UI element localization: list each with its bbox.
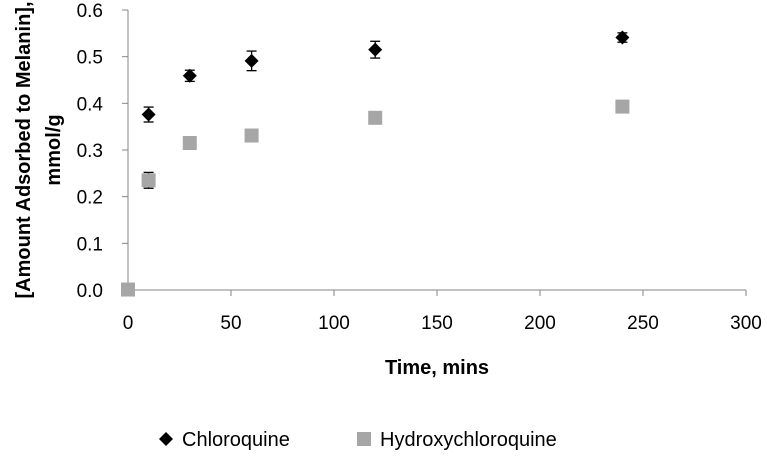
square-icon xyxy=(357,432,371,446)
data-point-hydroxychloroquine xyxy=(368,110,383,125)
legend-item-chloroquine: Chloroquine xyxy=(159,429,290,451)
y-tick-label: 0.6 xyxy=(77,1,103,22)
x-axis-title: Time, mins xyxy=(385,357,489,379)
legend-label-hydroxychloroquine: Hydroxychloroquine xyxy=(380,429,557,451)
data-point-hydroxychloroquine xyxy=(182,136,197,150)
x-tick-label: 250 xyxy=(627,313,659,334)
y-tick-label: 0.2 xyxy=(77,188,103,209)
data-marks xyxy=(121,30,630,297)
x-tick-label: 150 xyxy=(421,313,453,334)
data-point-hydroxychloroquine xyxy=(615,99,630,114)
y-tick-label: 0.5 xyxy=(77,48,103,69)
x-tick-label: 300 xyxy=(730,313,762,334)
x-tick-label: 100 xyxy=(318,313,350,334)
y-axis-title-line-2: mmol/g xyxy=(43,114,65,185)
y-tick-label: 0.3 xyxy=(77,141,103,162)
data-point-chloroquine xyxy=(615,30,630,45)
data-point-hydroxychloroquine xyxy=(121,282,135,297)
y-tick-label: 0.0 xyxy=(77,281,103,302)
data-point-chloroquine xyxy=(141,107,156,122)
legend-item-hydroxychloroquine: Hydroxychloroquine xyxy=(357,429,557,451)
legend: Chloroquine Hydroxychloroquine xyxy=(159,429,557,451)
data-point-chloroquine xyxy=(368,42,383,57)
plot-area: 0 50 100 150 200 250 300 0.0 0.1 0.2 0.3 0.4 0.5 0.6 xyxy=(77,1,762,334)
y-axis-title: [Amount Adsorbed to Melanin], mmol/g xyxy=(13,1,65,298)
legend-label-chloroquine: Chloroquine xyxy=(182,429,290,451)
x-tick-label: 200 xyxy=(524,313,556,334)
diamond-icon xyxy=(159,432,173,446)
series-chloroquine xyxy=(141,30,630,123)
y-tick-label: 0.4 xyxy=(77,94,104,115)
series-hydroxychloroquine xyxy=(121,99,630,297)
y-tick-label: 0.1 xyxy=(77,234,103,255)
y-axis-title-line-1: [Amount Adsorbed to Melanin], xyxy=(13,1,35,298)
x-tick-label: 50 xyxy=(220,313,241,334)
y-ticks: 0.0 0.1 0.2 0.3 0.4 0.5 0.6 xyxy=(77,1,128,302)
x-ticks: 0 50 100 150 200 250 300 xyxy=(123,290,762,334)
data-point-chloroquine xyxy=(244,53,259,68)
data-point-hydroxychloroquine xyxy=(244,128,259,143)
data-point-hydroxychloroquine xyxy=(141,173,156,188)
x-tick-label: 0 xyxy=(123,313,134,334)
data-point-chloroquine xyxy=(182,68,197,83)
